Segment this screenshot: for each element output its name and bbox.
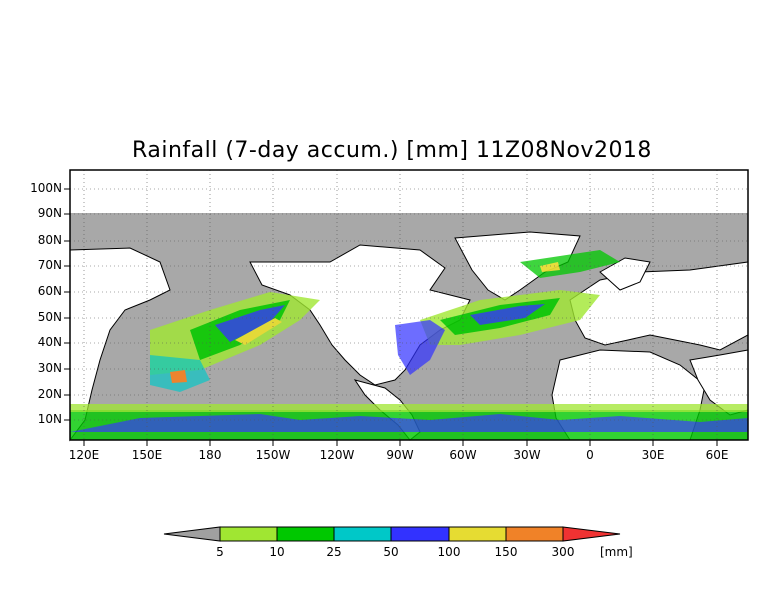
x-label-90w: 90W xyxy=(386,448,414,462)
map-title: Rainfall (7-day accum.) [mm] 11Z08Nov201… xyxy=(132,138,652,163)
rain-arctic-yellow xyxy=(540,262,560,272)
colorbar-label-5: 5 xyxy=(216,545,224,559)
colorbar-bin-10-25 xyxy=(276,526,335,542)
grid-lines xyxy=(70,170,748,440)
x-label-150w: 150W xyxy=(255,448,291,462)
rain-pacific-extreme xyxy=(235,318,282,345)
y-label-60n: 60N xyxy=(37,284,62,298)
x-label-120e: 120E xyxy=(68,448,100,462)
y-label-70n: 70N xyxy=(37,258,62,272)
scandinavia xyxy=(599,257,651,291)
y-label-80n: 80N xyxy=(37,233,62,247)
x-label-60w: 60W xyxy=(449,448,477,462)
y-label-90n: 90N xyxy=(37,206,62,220)
colorbar-label-300: 300 xyxy=(551,545,575,559)
x-label-0: 0 xyxy=(586,448,594,462)
colorbar-label-25: 25 xyxy=(326,545,342,559)
plot-frame xyxy=(69,169,749,441)
colorbar-label-100: 100 xyxy=(437,545,461,559)
greenland xyxy=(454,231,581,301)
colorbar-unit: [mm] xyxy=(600,545,633,559)
y-label-20n: 20N xyxy=(37,387,62,401)
x-label-150e: 150E xyxy=(131,448,163,462)
tick-marks xyxy=(64,188,718,446)
colorbar-label-50: 50 xyxy=(383,545,399,559)
rain-band-tropical-light xyxy=(70,404,748,412)
colorbar-bin-5-10 xyxy=(219,526,278,542)
colorbar xyxy=(163,526,621,542)
rain-atlantic-heavy xyxy=(470,304,545,325)
colorbar-below-arrow xyxy=(163,526,221,542)
rain-pacific-heavy xyxy=(215,305,285,342)
colorbar-bin-25-50 xyxy=(333,526,392,542)
y-label-100n: 100N xyxy=(30,181,62,195)
y-label-10n: 10N xyxy=(37,412,62,426)
x-label-30w: 30W xyxy=(513,448,541,462)
y-label-40n: 40N xyxy=(37,335,62,349)
rainfall-bands xyxy=(70,250,748,440)
y-label-50n: 50N xyxy=(37,310,62,324)
x-label-60e: 60E xyxy=(705,448,729,462)
colorbar-bin-50-100 xyxy=(390,526,450,542)
x-label-180: 180 xyxy=(198,448,222,462)
x-label-120w: 120W xyxy=(319,448,355,462)
colorbar-label-10: 10 xyxy=(269,545,285,559)
rain-band-tropical-heavy xyxy=(70,414,748,432)
y-label-30n: 30N xyxy=(37,361,62,375)
colorbar-bin-100-150 xyxy=(448,526,507,542)
colorbar-label-150: 150 xyxy=(494,545,518,559)
rain-west-pacific-orange xyxy=(170,370,187,383)
colorbar-bin-150-300 xyxy=(505,526,564,542)
colorbar-above-arrow xyxy=(562,526,621,542)
rain-us-east xyxy=(395,320,445,375)
x-label-30e: 30E xyxy=(641,448,665,462)
